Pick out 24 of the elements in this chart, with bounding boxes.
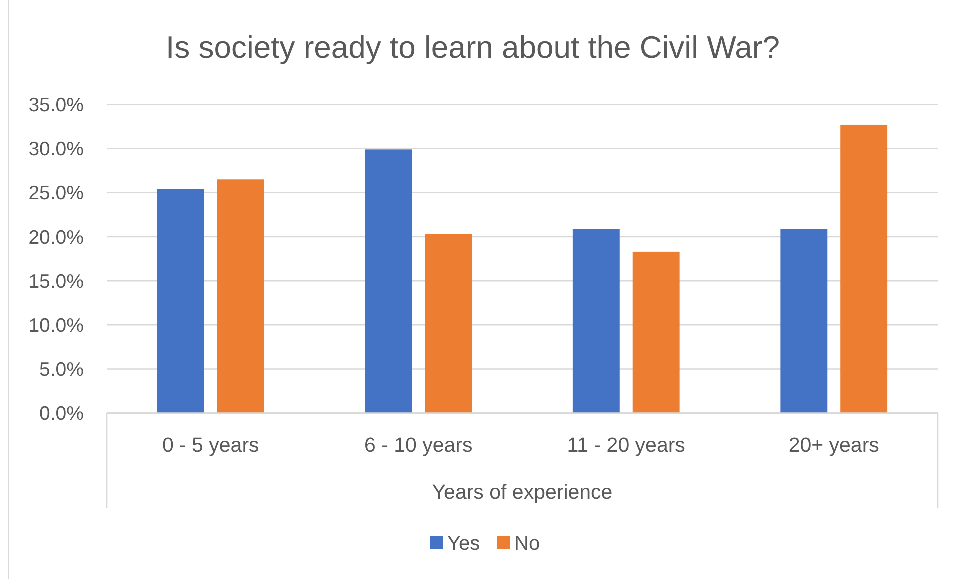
chart-title: Is society ready to learn about the Civil War? [166,30,780,65]
y-tick-label: 15.0% [28,270,84,293]
bar [365,150,412,414]
legend-label: No [514,533,540,555]
y-tick-label: 35.0% [28,94,84,117]
x-axis-title: Years of experience [432,481,613,504]
y-tick-label: 25.0% [28,182,84,205]
bar [157,189,204,414]
x-tick-label: 0 - 5 years [162,434,260,457]
bar [217,180,264,414]
bar [632,252,680,414]
bar [425,234,472,414]
x-tick-label: 11 - 20 years [567,434,686,457]
x-tick-label: 6 - 10 years [364,434,473,457]
y-tick-label: 0.0% [40,403,84,426]
bar [572,229,620,414]
y-tick-label: 20.0% [28,226,84,249]
bar [840,124,888,414]
x-tick-label: 20+ years [788,434,880,457]
y-tick-label: 10.0% [28,314,84,337]
y-tick-label: 30.0% [28,138,84,161]
y-tick-label: 5.0% [40,359,84,382]
legend-label: Yes [448,533,480,555]
bar [780,229,828,414]
